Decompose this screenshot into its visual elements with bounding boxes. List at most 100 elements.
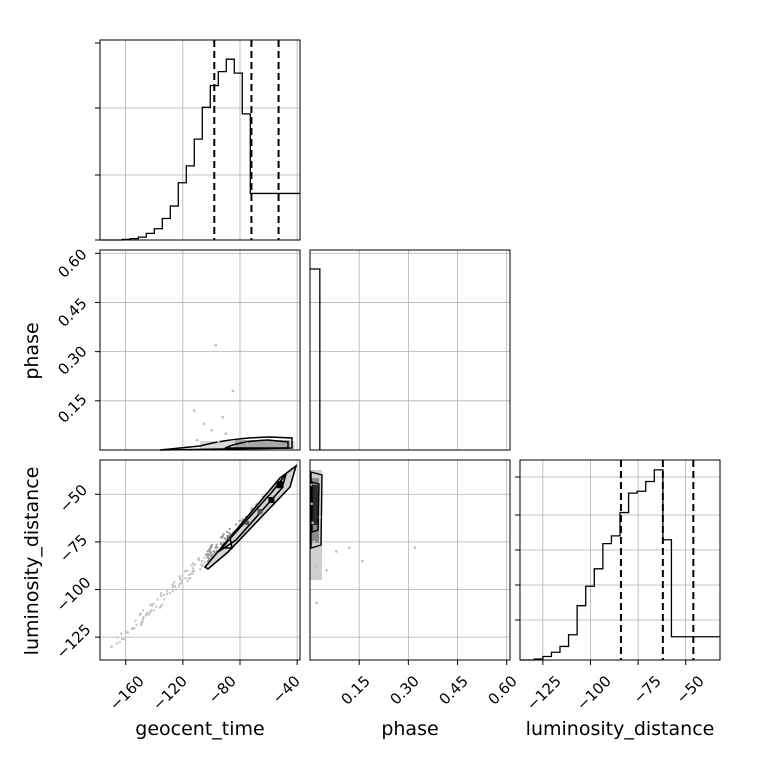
scatter-point [361,559,364,563]
scatter-point [215,545,218,549]
scatter-point [116,636,119,639]
panel-phase-hist [309,249,511,451]
tick-label-luminosity-distance-y: −50 [56,481,91,516]
density-fill [205,466,296,569]
scatter-point [200,559,204,563]
tick-label-phase-x: 0.45 [435,672,471,708]
scatter-point [145,613,148,616]
density-peak [257,508,263,514]
tick-labels-luminosity-distance-x: −125 −100 −75 −50 [523,672,708,714]
tick-label-luminosity-distance-x: −75 [630,672,665,707]
scatter-point [149,610,152,614]
scatter-point [159,592,163,595]
frame-layer [95,39,721,665]
scatter-point [165,592,169,596]
scatter-point [120,632,123,635]
scatter-point [219,541,223,545]
scatter-point [202,422,206,426]
marks-layer [100,40,720,661]
scatter-point [124,631,127,635]
scatter-point [173,581,176,584]
scatter-point [210,429,213,432]
tick-label-phase-x: 0.60 [484,672,520,708]
scatter-point [214,343,218,347]
density-band [235,440,290,449]
scatter-point [209,551,213,554]
scatter-point [245,442,249,445]
histogram-phase [310,268,321,450]
scatter-point [234,523,238,526]
scatter-point [228,527,231,531]
tick-labels-phase-x: 0.15 0.30 0.45 0.60 [337,672,520,708]
scatter-point [173,585,177,588]
scatter-point [209,546,213,549]
density-peak [276,481,284,489]
scatter-point [226,534,229,538]
scatter-point [334,550,338,553]
scatter-point [172,583,175,587]
tick-label-phase-x: 0.30 [386,672,422,708]
scatter-point [186,579,189,583]
scatter-point [159,594,163,598]
scatter-point [221,415,225,419]
tick-label-phase-y: 0.15 [54,390,90,426]
scatter-point [135,623,138,627]
scatter-point [115,642,118,645]
tick-label-luminosity-distance-y: −125 [53,621,95,663]
scatter-point [203,561,206,564]
scatter-point [156,598,159,601]
scatter-point [198,568,202,571]
panel-geocent-time-hist [99,39,301,241]
y-axis-label-phase: phase [21,322,43,379]
scatter-point [179,578,183,581]
tick-label-luminosity-distance-x: −50 [673,672,708,707]
scatter-point [142,615,145,619]
scatter-point [206,556,210,559]
scatter-point [238,519,241,522]
scatter-point [219,536,223,539]
scatter-point [318,515,322,519]
y-axis-label-luminosity-distance: luminosity_distance [21,467,43,656]
scatter-point [192,409,196,412]
contour-line [217,473,287,553]
tick-label-phase-y: 0.60 [54,245,90,281]
scatter-point [200,563,203,566]
grid-layer [100,40,720,660]
scatter-point [250,507,254,510]
contour-line [224,439,289,449]
scatter-point [161,603,164,606]
scatter-point [311,521,314,525]
scatter-point [171,590,174,593]
scatter-point [224,432,228,435]
tick-labels-geocent-time-x: −160 −120 −80 −40 [106,672,304,714]
scatter-point [121,637,124,641]
scatter-point [193,563,197,566]
panel-geocent-time-vs-luminosity-distance [99,459,301,661]
density-peak [268,497,275,503]
scatter-point [203,556,206,560]
scatter-point [174,587,178,591]
x-axis-label-geocent-time: geocent_time [135,718,264,740]
scatter-point [213,550,216,554]
scatter-point [225,530,229,534]
scatter-point [186,569,189,572]
scatter-point [159,605,162,609]
scatter-point [138,613,142,616]
contour-line [310,471,323,549]
scatter-point [191,562,195,565]
scatter-point [413,546,417,549]
tick-label-geocent-time-x: −80 [205,672,240,707]
tick-label-phase-y: 0.30 [54,342,90,378]
scatter-point [191,566,195,570]
scatter-point [325,569,328,572]
scatter-point [231,389,235,393]
scatter-point [118,640,122,644]
scatter-point [222,533,225,536]
scatter-point [163,598,166,601]
scatter-point [152,609,156,612]
histogram-luminosity-distance [520,469,720,661]
tick-label-luminosity-distance-x: −100 [573,672,615,714]
scatter-point [133,626,136,630]
scatter-point [348,546,351,549]
scatter-point [314,565,318,568]
